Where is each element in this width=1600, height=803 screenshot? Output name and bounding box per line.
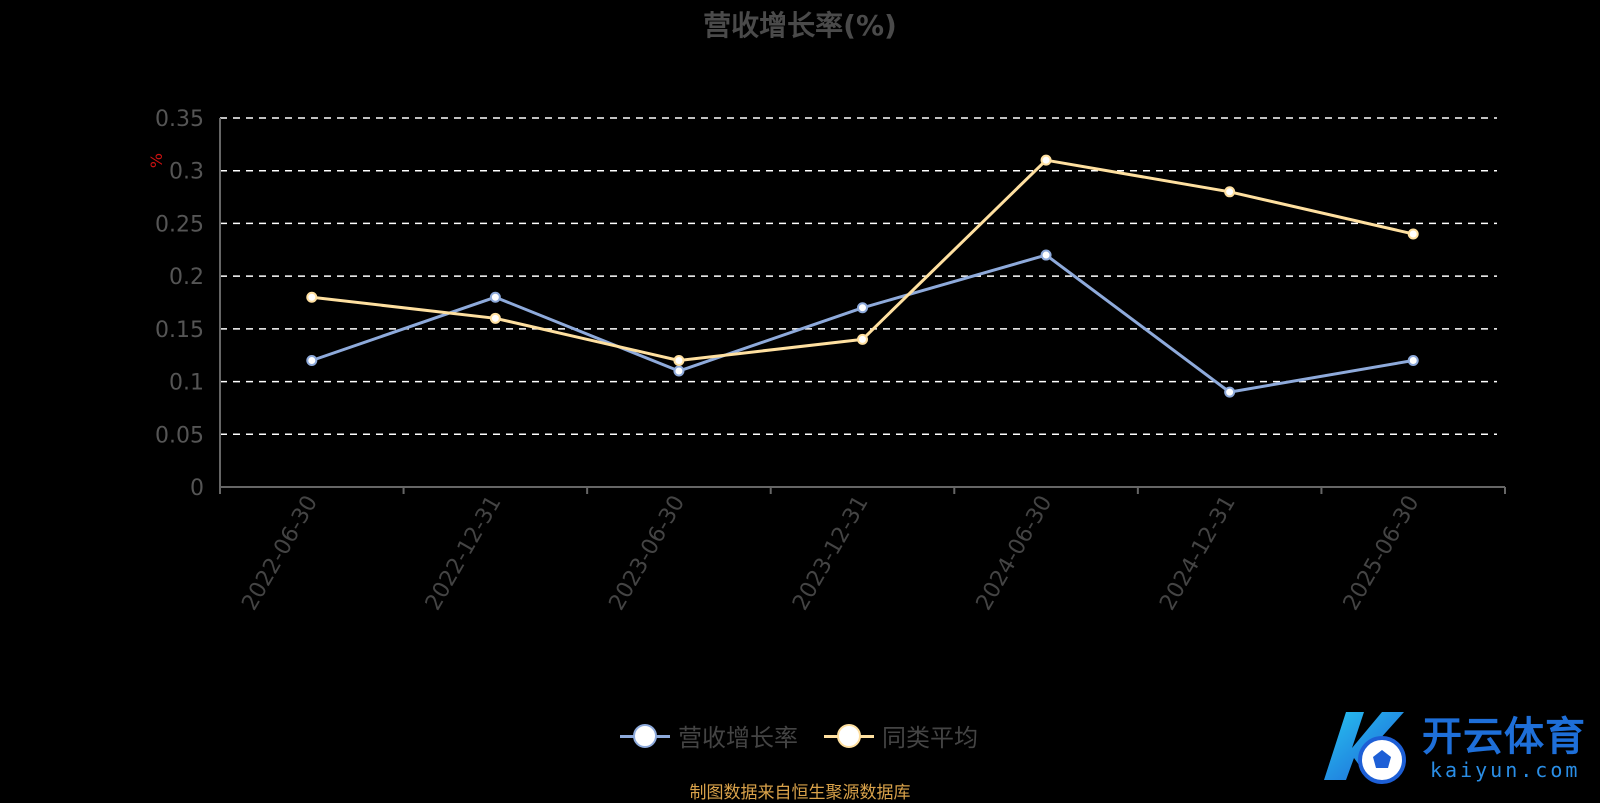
data-point — [857, 302, 868, 314]
axes — [219, 118, 1506, 494]
data-point — [306, 291, 318, 303]
y-tick-label: 0.15 — [155, 318, 204, 343]
legend: 营收增长率 同类平均 — [620, 718, 1004, 753]
x-tick-label: 2022-12-31 — [421, 492, 507, 615]
data-point — [306, 354, 318, 366]
y-tick-label: 0.35 — [155, 107, 204, 132]
legend-swatch-peer-average — [824, 723, 874, 748]
watermark-logo: 开云体育 kaiyun.com — [1312, 700, 1592, 795]
data-point — [1407, 228, 1419, 240]
data-point — [489, 291, 501, 303]
data-point — [1224, 186, 1236, 198]
legend-label-peer-average: 同类平均 — [882, 724, 978, 752]
source-note: 制图数据来自恒生聚源数据库 — [689, 783, 911, 803]
y-tick-label: 0.05 — [155, 423, 204, 448]
data-point — [1040, 249, 1052, 261]
chart-title: 营收增长率(%) — [703, 9, 897, 42]
data-point — [673, 354, 685, 366]
data-point — [489, 312, 501, 324]
data-point — [673, 365, 685, 377]
x-tick-label: 2023-12-31 — [788, 492, 874, 615]
legend-item-peer-average[interactable]: 同类平均 — [824, 718, 978, 753]
legend-swatch-revenue-growth — [620, 723, 670, 748]
watermark-subtitle: kaiyun.com — [1430, 758, 1581, 782]
series-line-1 — [311, 158, 1414, 362]
y-axis-unit-label: % — [147, 153, 166, 168]
y-tick-label: 0.3 — [169, 160, 204, 185]
legend-item-revenue-growth[interactable]: 营收增长率 — [620, 718, 798, 753]
series-lines — [306, 154, 1419, 398]
y-tick-label: 0 — [190, 476, 204, 501]
data-point — [1407, 354, 1419, 366]
x-tick-label: 2024-06-30 — [972, 492, 1058, 615]
x-tick-label: 2024-12-31 — [1155, 492, 1241, 615]
grid-lines — [220, 117, 1497, 436]
kaiyun-logo-icon — [1324, 712, 1406, 784]
y-tick-label: 0.25 — [155, 212, 204, 237]
y-tick-label: 0.1 — [169, 371, 204, 396]
x-tick-label: 2023-06-30 — [605, 492, 691, 615]
data-point — [857, 333, 868, 345]
x-tick-label: 2022-06-30 — [237, 492, 323, 615]
data-point — [1224, 386, 1236, 398]
x-tick-label: 2025-06-30 — [1339, 492, 1425, 615]
legend-label-revenue-growth: 营收增长率 — [678, 724, 798, 752]
y-tick-label: 0.2 — [169, 265, 204, 290]
watermark-title: 开云体育 — [1422, 714, 1586, 760]
data-point — [1040, 154, 1052, 166]
tick-labels: 0 0.05 0.1 0.15 0.2 0.25 0.3 0.35% 2022-06-30 202… — [147, 107, 1424, 615]
